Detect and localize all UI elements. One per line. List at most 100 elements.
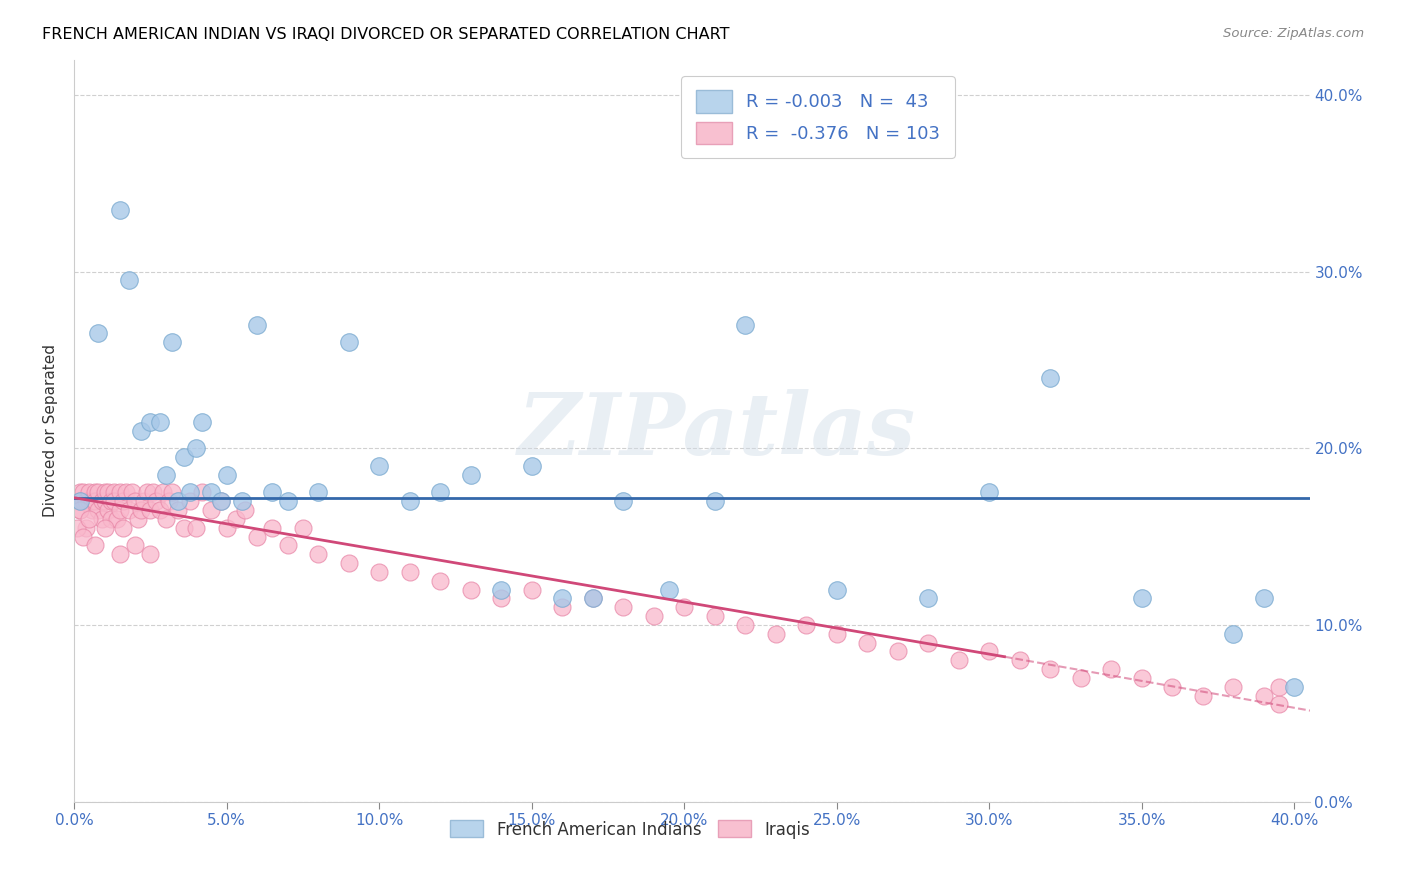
Point (66, 494, 89, 508)
Point (84, 538, 107, 552)
Point (825, 626, 848, 640)
Point (307, 547, 329, 561)
Point (246, 318, 269, 332)
Point (225, 512, 247, 526)
Point (673, 600, 696, 615)
Point (734, 618, 756, 632)
Text: ZIPatlas: ZIPatlas (517, 389, 915, 473)
Point (612, 600, 634, 615)
Point (200, 485, 222, 500)
Point (103, 494, 125, 508)
Point (582, 591, 605, 606)
Point (337, 556, 360, 570)
Point (148, 503, 170, 517)
Legend: French American Indians, Iraqis: French American Indians, Iraqis (443, 814, 817, 846)
Point (429, 574, 451, 588)
Point (69, 503, 91, 517)
Point (1130, 591, 1153, 606)
Point (100, 494, 122, 508)
Point (398, 494, 420, 508)
Point (75, 494, 97, 508)
Point (979, 485, 1001, 500)
Point (262, 521, 284, 535)
Point (1039, 662, 1062, 676)
Point (734, 318, 756, 332)
Point (136, 485, 159, 500)
Point (115, 485, 138, 500)
Point (90, 512, 112, 526)
Point (825, 582, 848, 597)
Point (658, 582, 681, 597)
Point (160, 485, 183, 500)
Point (121, 485, 143, 500)
Point (184, 442, 207, 456)
Point (1222, 680, 1244, 694)
Point (108, 503, 131, 517)
Point (173, 450, 195, 464)
Point (184, 521, 207, 535)
Point (1284, 680, 1306, 694)
Point (765, 626, 787, 640)
Point (157, 494, 180, 508)
Point (145, 494, 167, 508)
Point (82, 494, 104, 508)
Point (917, 591, 939, 606)
Point (1130, 671, 1153, 685)
Point (948, 653, 970, 667)
Point (337, 335, 360, 350)
Point (87, 326, 110, 341)
Point (148, 415, 170, 429)
Point (520, 582, 543, 597)
Point (856, 635, 879, 649)
Point (398, 565, 420, 579)
Point (979, 644, 1001, 658)
Point (489, 582, 512, 597)
Point (100, 512, 122, 526)
Point (93, 485, 115, 500)
Point (139, 547, 162, 561)
Point (97, 485, 120, 500)
Point (118, 273, 141, 287)
Point (1268, 680, 1291, 694)
Point (179, 485, 201, 500)
Point (79, 494, 101, 508)
Point (1253, 591, 1275, 606)
Point (582, 591, 605, 606)
Point (152, 485, 174, 500)
Point (103, 485, 125, 500)
Point (1161, 680, 1184, 694)
Point (124, 494, 146, 508)
Point (643, 609, 665, 624)
Point (97, 503, 120, 517)
Point (111, 494, 134, 508)
Point (277, 538, 299, 552)
Point (429, 485, 451, 500)
Point (173, 521, 195, 535)
Point (520, 458, 543, 473)
Point (66, 521, 89, 535)
Point (233, 503, 256, 517)
Point (87, 485, 110, 500)
Point (291, 521, 314, 535)
Point (69, 494, 91, 508)
Point (93, 521, 115, 535)
Point (72, 485, 94, 500)
Point (124, 538, 146, 552)
Point (84, 494, 107, 508)
Point (79, 485, 101, 500)
Point (917, 635, 939, 649)
Point (215, 521, 238, 535)
Point (87, 503, 110, 517)
Point (460, 582, 482, 597)
Point (551, 600, 574, 615)
Point (127, 512, 149, 526)
Point (277, 494, 299, 508)
Point (72, 530, 94, 544)
Text: FRENCH AMERICAN INDIAN VS IRAQI DIVORCED OR SEPARATED CORRELATION CHART: FRENCH AMERICAN INDIAN VS IRAQI DIVORCED… (42, 27, 730, 42)
Point (1253, 689, 1275, 703)
Point (72, 494, 94, 508)
Point (155, 467, 177, 482)
Point (1222, 626, 1244, 640)
Point (231, 494, 253, 508)
Point (75, 521, 97, 535)
